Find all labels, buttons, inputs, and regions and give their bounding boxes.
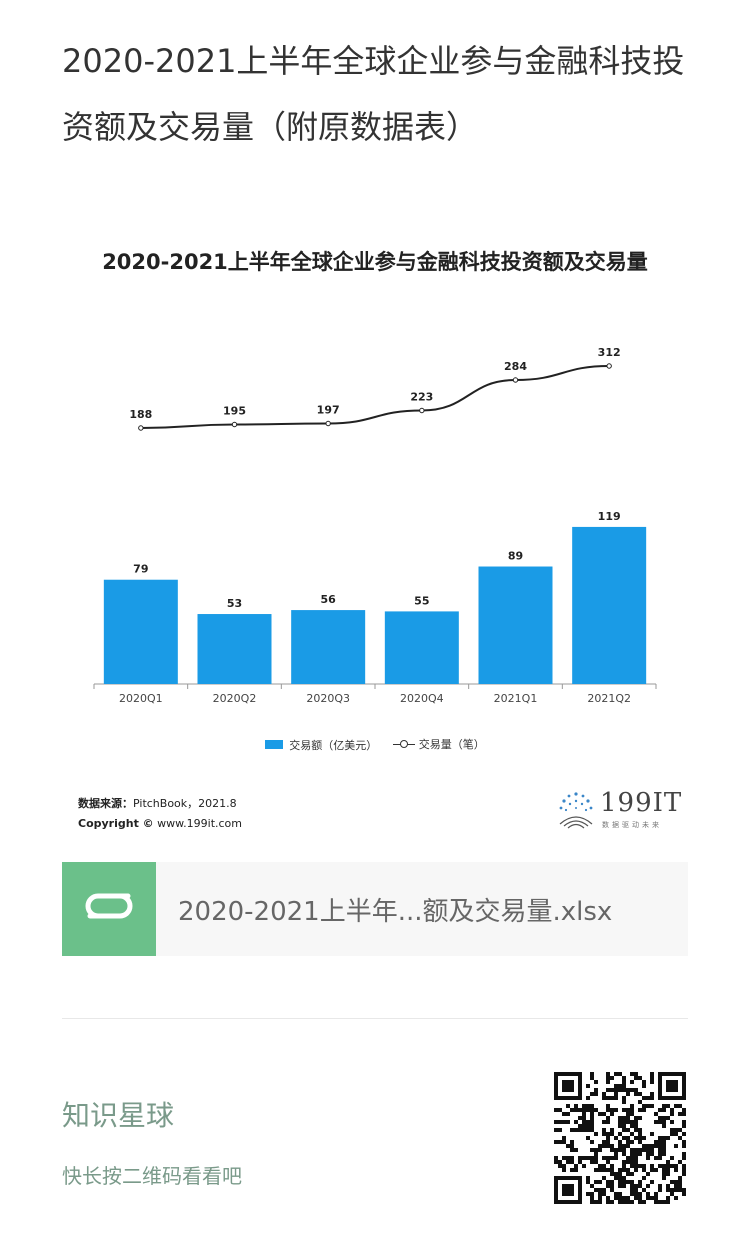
line-point-2020Q1	[138, 425, 144, 431]
legend-swatch-icon	[265, 740, 284, 749]
qr-code-icon[interactable]	[554, 1072, 686, 1204]
bar-value-label: 55	[414, 594, 429, 607]
divider	[62, 1018, 688, 1019]
line-value-label: 284	[504, 360, 527, 373]
bar-value-label: 56	[321, 593, 337, 606]
planet-title: 知识星球	[62, 1099, 175, 1132]
legend-label-line: 交易量（笔）	[418, 738, 485, 751]
line-point-2021Q2	[606, 363, 612, 369]
line-value-label: 312	[598, 346, 621, 359]
bar-2020Q2	[197, 614, 272, 684]
bar-value-label: 89	[508, 550, 523, 563]
source-note: 数据来源：PitchBook，2021.8 Copyright © www.19…	[78, 794, 242, 834]
bar-value-label: 119	[598, 510, 621, 523]
file-name: 2020-2021上半年...额及交易量.xlsx	[178, 896, 613, 927]
legend-item-bar: 交易额（亿美元）	[265, 737, 377, 753]
x-tick-label: 2020Q2	[213, 692, 257, 705]
line-point-2020Q2	[231, 421, 238, 428]
s-letter-icon	[85, 893, 133, 919]
legend-line-icon	[392, 739, 415, 749]
legend-label-bar: 交易额（亿美元）	[289, 738, 378, 752]
bar-2020Q3	[291, 610, 366, 684]
copyright-text: www.199it.com	[153, 817, 242, 830]
line-point-2020Q4	[419, 407, 425, 414]
x-tick-label: 2020Q4	[400, 692, 444, 705]
page-title: 2020-2021上半年全球企业参与金融科技投资额及交易量（附原数据表）	[62, 42, 685, 146]
legend-item-line: 交易量（笔）	[392, 736, 485, 752]
copyright-label: Copyright ©	[78, 817, 154, 830]
line-value-label: 195	[223, 405, 246, 418]
bar-2020Q1	[103, 579, 178, 684]
bar-value-label: 53	[227, 597, 242, 610]
bar-2021Q1	[478, 566, 553, 684]
bar-2021Q2	[572, 526, 647, 684]
chart-card: 79 2020Q1 53 2020Q2 56 2020Q3 55 2020Q4 89 2021Q1…	[62, 232, 688, 842]
x-tick-label: 2020Q3	[306, 692, 350, 705]
x-tick-label: 2020Q1	[119, 692, 163, 705]
logo-199it: 199IT 数据驱动未来	[556, 788, 686, 834]
logo-text: 199IT	[600, 788, 683, 818]
line-point-2020Q3	[325, 420, 331, 427]
bar-2020Q4	[384, 611, 459, 684]
source-label: 数据来源：	[78, 797, 133, 810]
line-point-2021Q1	[512, 377, 519, 383]
file-attachment[interactable]: 2020-2021上半年...额及交易量.xlsx	[62, 862, 688, 956]
source-text: PitchBook，2021.8	[133, 797, 237, 810]
x-tick-label: 2021Q1	[494, 692, 538, 705]
planet-subtitle: 快长按二维码看看吧	[62, 1164, 242, 1188]
bar-value-label: 79	[133, 563, 148, 576]
legend: 交易额（亿美元） 交易量（笔）	[62, 736, 688, 753]
line-series-volume	[140, 365, 610, 429]
chart: 79 2020Q1 53 2020Q2 56 2020Q3 55 2020Q4 89 2021Q1…	[93, 346, 657, 705]
line-value-label: 197	[317, 404, 340, 417]
logo-subtitle: 数据驱动未来	[602, 821, 662, 829]
line-value-label: 223	[410, 391, 433, 404]
wps-sheet-icon	[62, 862, 156, 956]
line-value-label: 188	[129, 408, 152, 421]
x-tick-label: 2021Q2	[587, 692, 631, 705]
logo-dots-icon	[559, 792, 593, 829]
chart-title: 2020-2021上半年全球企业参与金融科技投资额及交易量	[102, 250, 648, 274]
